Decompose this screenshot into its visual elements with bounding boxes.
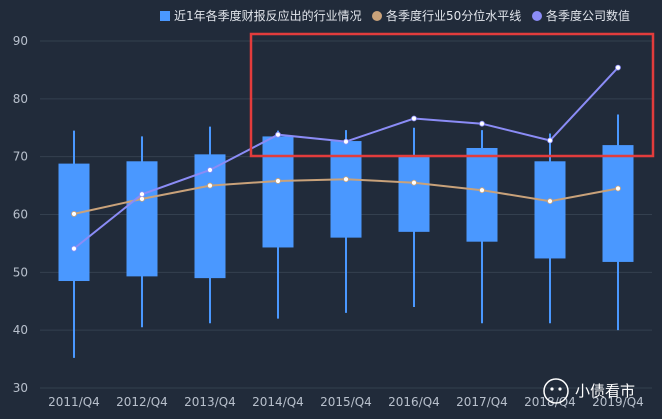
box-body	[534, 161, 566, 259]
legend-swatch-line	[372, 11, 382, 21]
series-point-1	[275, 131, 281, 138]
series-point-0	[343, 176, 349, 183]
legend-swatch-line	[532, 11, 542, 21]
legend-swatch-box	[160, 11, 170, 21]
series-point-1	[343, 138, 349, 145]
series-point-0	[411, 179, 417, 186]
x-tick-label: 2013/Q4	[184, 395, 236, 409]
legend: 近1年各季度财报反应出的行业情况 各季度行业50分位水平线 各季度公司数值	[160, 8, 630, 23]
legend-label: 近1年各季度财报反应出的行业情况	[174, 8, 362, 23]
box-2017/Q4	[466, 130, 498, 324]
x-tick-label: 2017/Q4	[456, 395, 508, 409]
x-tick-label: 2014/Q4	[252, 395, 304, 409]
watermark-text: 小债看市	[575, 382, 635, 400]
series-point-0	[615, 185, 621, 192]
x-tick-label: 2011/Q4	[48, 395, 100, 409]
box-2014/Q4	[262, 130, 294, 319]
y-axis-ticks: 30 40 50 60 70 80 90	[13, 34, 28, 395]
series-point-0	[547, 198, 553, 205]
series-point-0	[207, 182, 213, 189]
box-body	[602, 145, 634, 262]
y-tick-label: 60	[13, 208, 28, 222]
legend-label: 各季度行业50分位水平线	[386, 8, 521, 23]
box-body	[126, 161, 158, 277]
series-point-1	[207, 167, 213, 173]
series-point-0	[479, 187, 485, 194]
box-body	[466, 147, 498, 242]
series-point-1	[547, 137, 553, 144]
y-tick-label: 90	[13, 34, 28, 48]
line-series	[71, 64, 621, 252]
x-tick-label: 2019/Q4	[592, 395, 644, 409]
wechat-icon-eye-left	[550, 387, 554, 391]
box-body	[58, 163, 90, 282]
box-body	[262, 136, 294, 248]
box-body	[398, 156, 430, 232]
y-tick-label: 50	[13, 265, 28, 279]
x-tick-label: 2015/Q4	[320, 395, 372, 409]
series-point-1	[71, 245, 77, 252]
box-series	[58, 114, 634, 358]
watermark: 小债看市	[543, 378, 635, 404]
series-point-1	[479, 120, 485, 127]
wechat-icon-eye-right	[558, 387, 562, 391]
box-2018/Q4	[534, 133, 566, 324]
series-point-1	[615, 64, 621, 71]
wechat-icon	[543, 378, 569, 404]
x-axis-ticks: 2011/Q4 2012/Q4 2013/Q4 2014/Q4 2015/Q4 2016/…	[48, 395, 644, 409]
box-body	[194, 154, 226, 279]
box-2011/Q4	[58, 130, 90, 358]
y-tick-label: 80	[13, 92, 28, 106]
highlight-annotation-rect	[249, 32, 655, 158]
series-point-0	[275, 178, 281, 184]
box-2019/Q4	[602, 114, 634, 331]
x-tick-label: 2016/Q4	[388, 395, 440, 409]
y-tick-label: 40	[13, 323, 28, 337]
box-2016/Q4	[398, 127, 430, 308]
series-point-0	[71, 211, 77, 217]
box-2012/Q4	[126, 136, 158, 328]
legend-label: 各季度公司数值	[546, 8, 630, 23]
series-point-1	[139, 191, 145, 198]
y-tick-label: 30	[13, 381, 28, 395]
x-tick-label: 2012/Q4	[116, 395, 168, 409]
series-point-1	[411, 115, 417, 122]
box-2015/Q4	[330, 130, 362, 313]
box-2013/Q4	[194, 126, 226, 324]
y-tick-label: 70	[13, 150, 28, 164]
